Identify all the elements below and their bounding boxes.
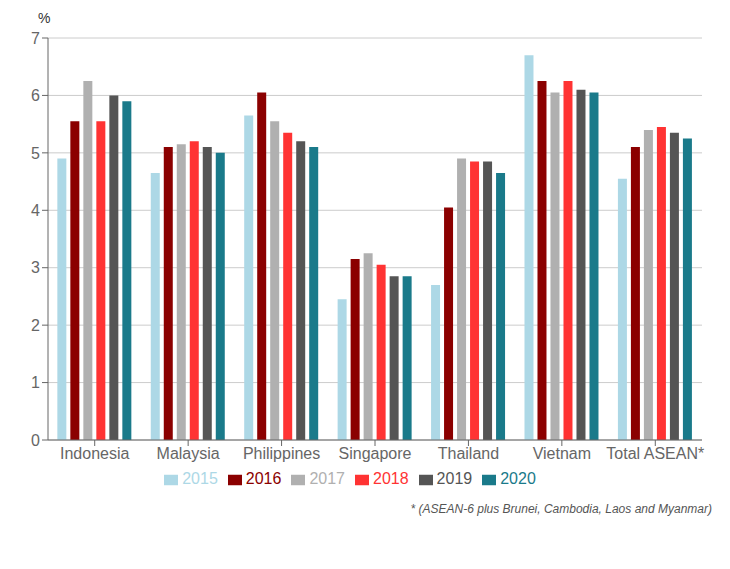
svg-text:Singapore: Singapore [339, 445, 412, 462]
html-text:2020: 2020 [500, 470, 536, 487]
svg-text:Philippines: Philippines [243, 445, 320, 462]
html-text:2019: 2019 [436, 470, 473, 487]
svg-text:Indonesia: Indonesia [60, 445, 129, 462]
html-text:* (ASEAN-6 plus Brunei, Cambod: * (ASEAN-6 plus Brunei, Cambodia, Laos a… [410, 502, 712, 516]
svg-text:1: 1 [31, 374, 40, 391]
svg-text:3: 3 [31, 259, 40, 276]
svg-text:7: 7 [31, 30, 40, 47]
html-text:2018: 2018 [373, 470, 409, 487]
html-text:2017: 2017 [309, 470, 345, 487]
svg-text:5: 5 [31, 145, 40, 162]
html-text:2016: 2016 [245, 470, 282, 487]
svg-text:4: 4 [31, 202, 40, 219]
svg-text:0: 0 [31, 432, 40, 449]
svg-text:2: 2 [31, 317, 40, 334]
svg-text:Malaysia: Malaysia [157, 445, 220, 462]
svg-text:6: 6 [31, 87, 40, 104]
svg-text:Total ASEAN*: Total ASEAN* [606, 445, 704, 462]
svg-text:Vietnam: Vietnam [533, 445, 591, 462]
html-text:2015: 2015 [182, 470, 218, 487]
svg-text:Thailand: Thailand [438, 445, 499, 462]
